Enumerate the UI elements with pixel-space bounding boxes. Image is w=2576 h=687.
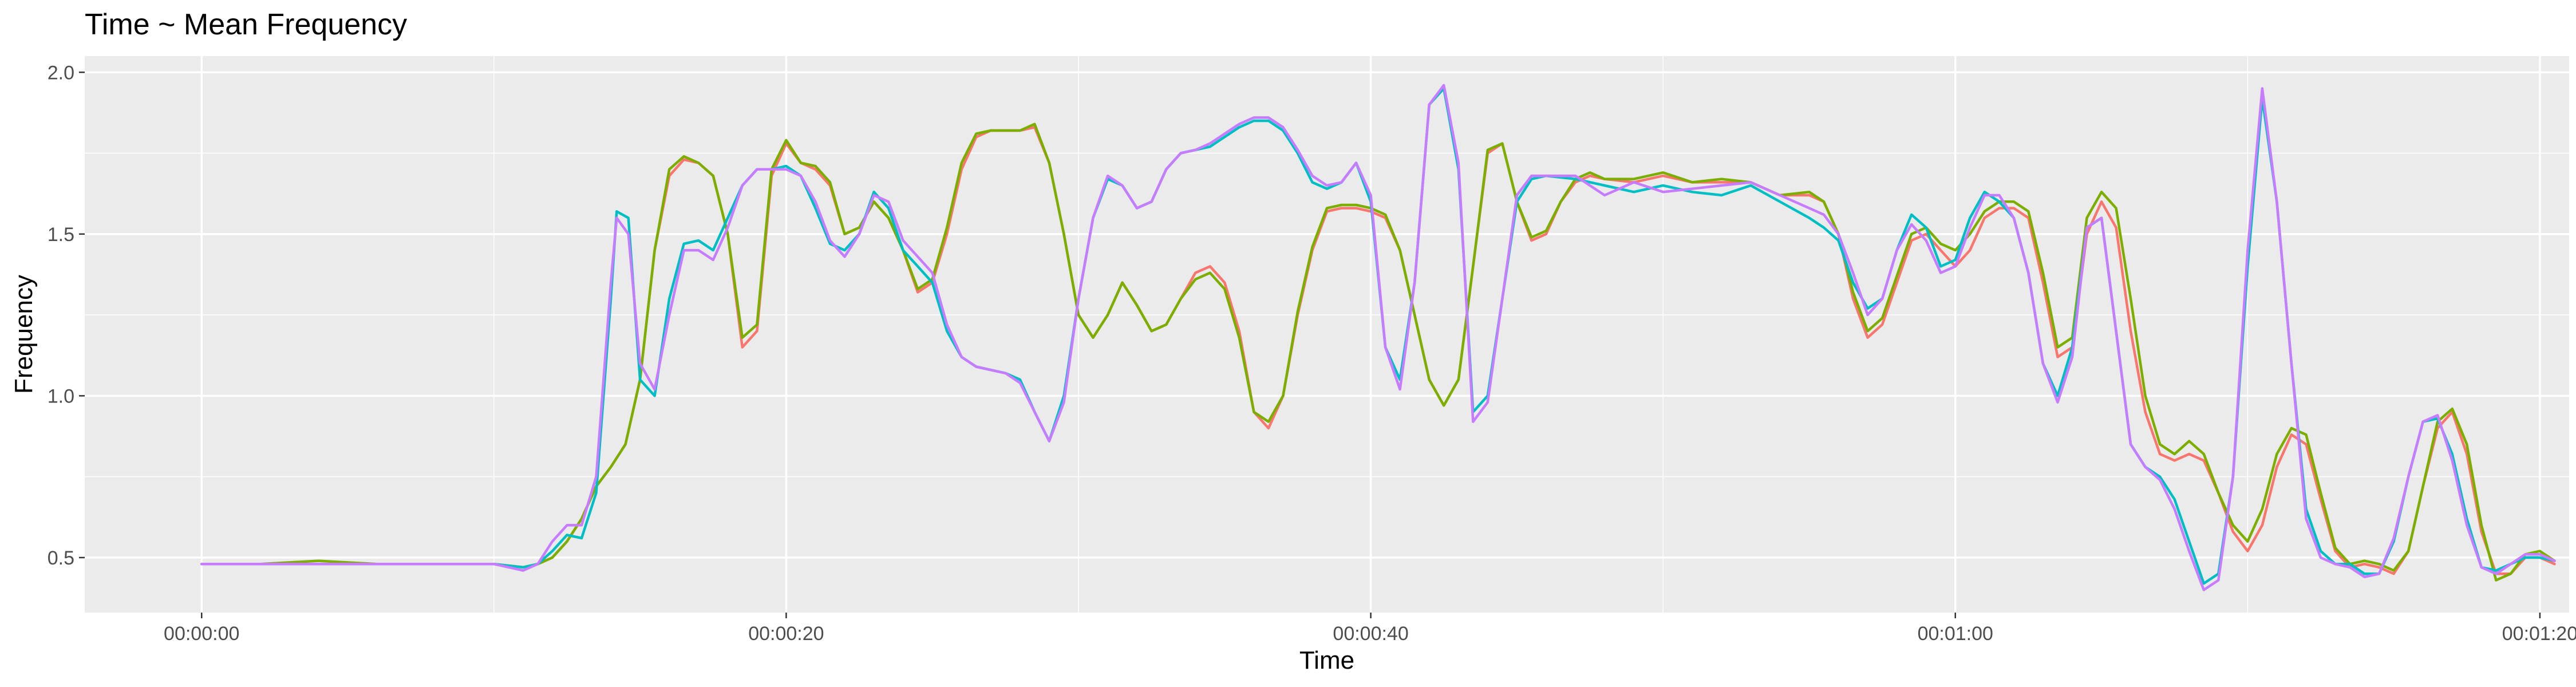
x-axis: 00:00:00 00:00:20 00:00:40 00:01:00 00:01:20 xyxy=(164,613,2576,645)
x-tick-label: 00:00:20 xyxy=(748,623,824,645)
series-line-4 xyxy=(200,84,2556,591)
x-axis-title: Time xyxy=(1299,646,1354,674)
x-tick-label: 00:00:00 xyxy=(164,623,239,645)
major-gridlines xyxy=(85,56,2569,613)
x-tick-label: 00:00:40 xyxy=(1333,623,1408,645)
y-tick-label: 1.5 xyxy=(48,224,74,246)
y-tick-label: 1.0 xyxy=(48,385,74,407)
y-tick-label: 0.5 xyxy=(48,547,74,569)
x-tick-label: 00:01:20 xyxy=(2502,623,2576,645)
x-tick-label: 00:01:00 xyxy=(1918,623,1993,645)
y-axis: 0.5 1.0 1.5 2.0 xyxy=(48,62,85,569)
chart-title: Time ~ Mean Frequency xyxy=(85,8,407,41)
series-lines xyxy=(200,84,2556,591)
plot-panel xyxy=(85,56,2569,613)
y-axis-title: Frequency xyxy=(10,275,38,394)
y-tick-label: 2.0 xyxy=(48,62,74,84)
